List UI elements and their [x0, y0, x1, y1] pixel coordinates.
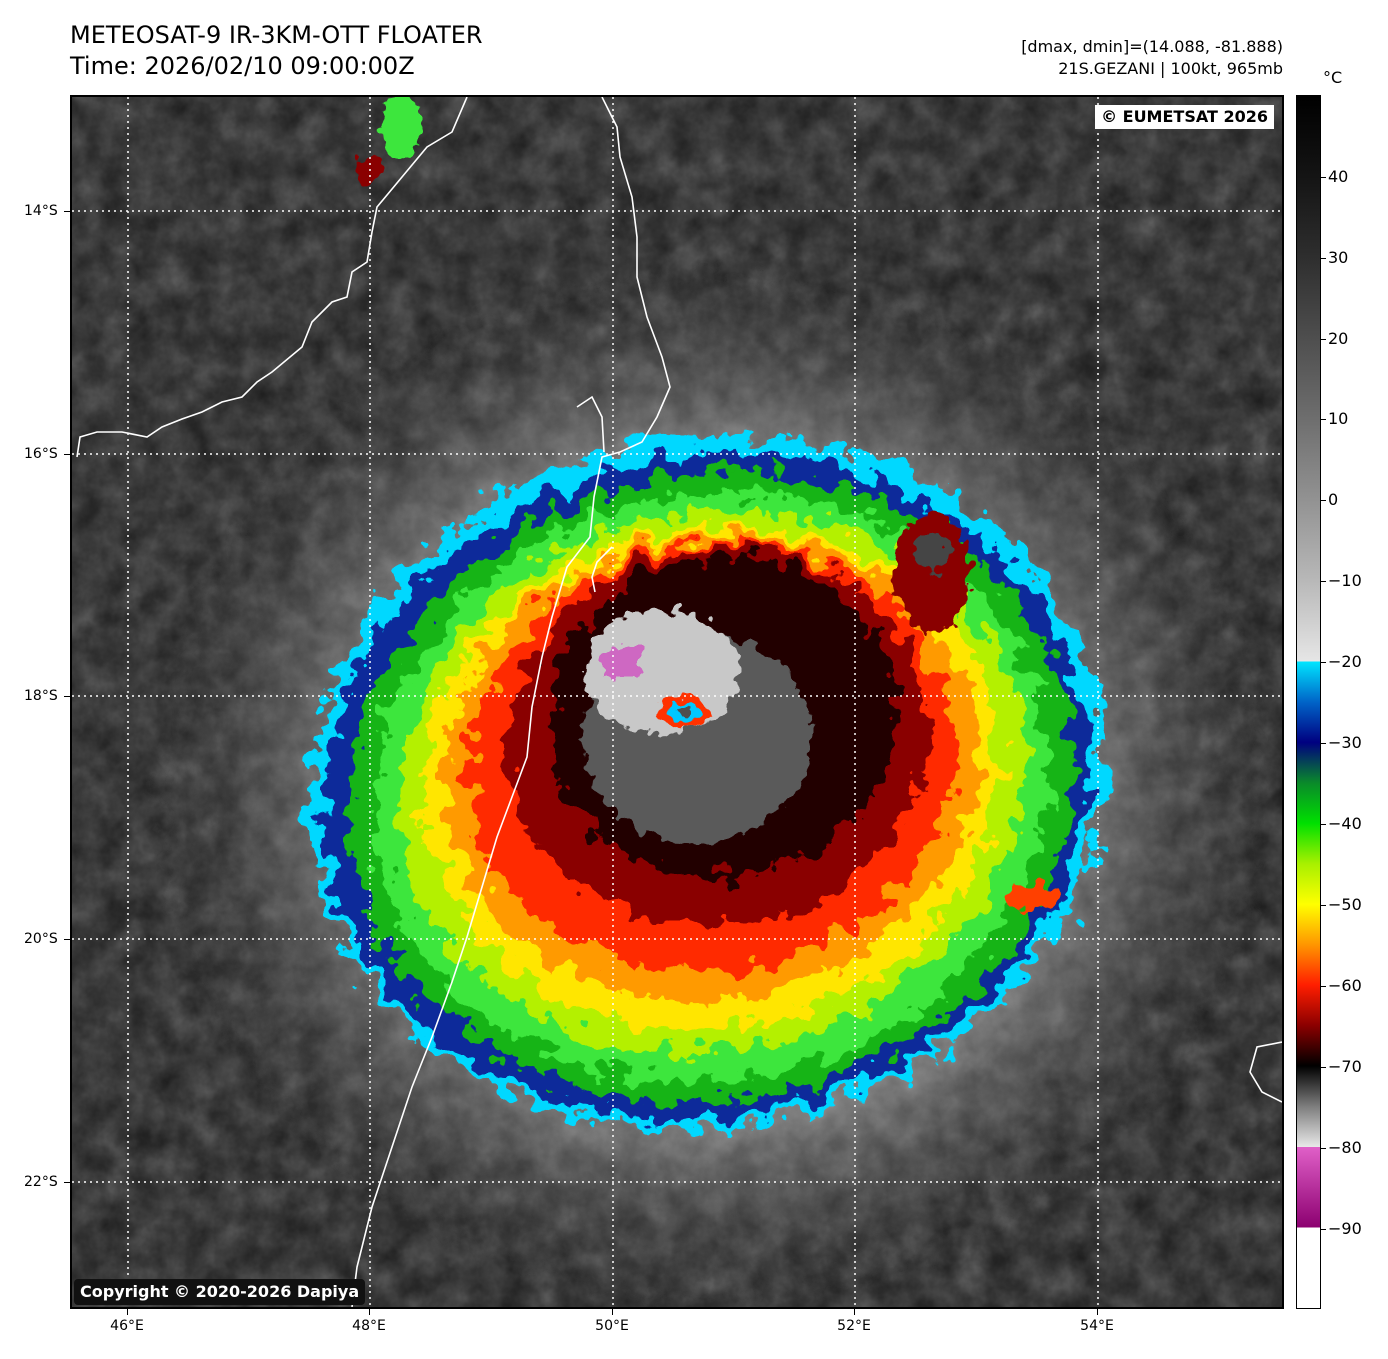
- colorbar-tick-label: 30: [1328, 248, 1349, 267]
- lon-tick: [127, 1309, 128, 1315]
- colorbar-tick-mark: [1321, 986, 1326, 987]
- lat-label-22s: 22°S: [24, 1174, 58, 1190]
- colorbar-tick-label: 40: [1328, 167, 1349, 186]
- map-graticule: [72, 97, 1282, 1307]
- lon-label-52e: 52°E: [837, 1318, 871, 1334]
- coastline: [76, 97, 1282, 1307]
- colorbar-tick-mark: [1321, 743, 1326, 744]
- colorbar-tick-mark: [1321, 177, 1326, 178]
- colorbar-tick-label: 20: [1328, 329, 1349, 348]
- temperature-range-label: [dmax, dmin]=(14.088, -81.888): [1021, 37, 1283, 56]
- lon-label-48e: 48°E: [352, 1318, 386, 1334]
- lat-tick: [64, 939, 70, 940]
- colorbar-tick-mark: [1321, 258, 1326, 259]
- colorbar-tick-label: −40: [1328, 814, 1362, 833]
- colorbar-unit: °C: [1323, 68, 1343, 87]
- colorbar-tick-mark: [1321, 905, 1326, 906]
- colorbar-tick-label: 10: [1328, 409, 1349, 428]
- colorbar-tick-label: −30: [1328, 733, 1362, 752]
- colorbar-tick-label: −10: [1328, 571, 1362, 590]
- dapiya-copyright: Copyright © 2020-2026 Dapiya: [74, 1279, 366, 1305]
- lat-label-14s: 14°S: [24, 203, 58, 219]
- time-label: Time: 2026/02/10 09:00:00Z: [70, 52, 415, 80]
- colorbar-tick-label: 0: [1328, 490, 1339, 509]
- lon-label-54e: 54°E: [1080, 1318, 1114, 1334]
- storm-info-label: 21S.GEZANI | 100kt, 965mb: [1058, 59, 1283, 78]
- colorbar-tick-mark: [1321, 500, 1326, 501]
- lon-tick: [612, 1309, 613, 1315]
- satellite-image-panel[interactable]: © EUMETSAT 2026 Copyright © 2020-2026 Da…: [70, 95, 1284, 1309]
- colorbar-tick-mark: [1321, 662, 1326, 663]
- lon-label-50e: 50°E: [595, 1318, 629, 1334]
- colorbar-tick-mark: [1321, 419, 1326, 420]
- lon-tick: [1097, 1309, 1098, 1315]
- lat-tick: [64, 696, 70, 697]
- colorbar-tick-mark: [1321, 1229, 1326, 1230]
- colorbar-tick-label: −60: [1328, 976, 1362, 995]
- colorbar-tick-mark: [1321, 824, 1326, 825]
- lat-label-20s: 20°S: [24, 931, 58, 947]
- colorbar-tick-label: −50: [1328, 895, 1362, 914]
- colorbar-tick-mark: [1321, 581, 1326, 582]
- colorbar-tick-mark: [1321, 339, 1326, 340]
- lon-tick: [369, 1309, 370, 1315]
- map-title: METEOSAT-9 IR-3KM-OTT FLOATER: [70, 21, 483, 49]
- colorbar-tick-label: −20: [1328, 652, 1362, 671]
- ir-satellite-imagery: [72, 97, 1282, 1307]
- colorbar-tick-mark: [1321, 1148, 1326, 1149]
- lat-tick: [64, 211, 70, 212]
- colorbar-tick-mark: [1321, 1067, 1326, 1068]
- colorbar-tick-label: −70: [1328, 1057, 1362, 1076]
- lat-label-16s: 16°S: [24, 446, 58, 462]
- lat-label-18s: 18°S: [24, 688, 58, 704]
- eumetsat-credit: © EUMETSAT 2026: [1095, 105, 1274, 129]
- lon-tick: [854, 1309, 855, 1315]
- colorbar-tick-label: −80: [1328, 1138, 1362, 1157]
- temperature-colorbar: [1296, 95, 1321, 1309]
- storm-eye-region: [582, 610, 812, 842]
- lat-tick: [64, 454, 70, 455]
- lat-tick: [64, 1182, 70, 1183]
- lon-label-46e: 46°E: [110, 1318, 144, 1334]
- colorbar-tick-label: −90: [1328, 1219, 1362, 1238]
